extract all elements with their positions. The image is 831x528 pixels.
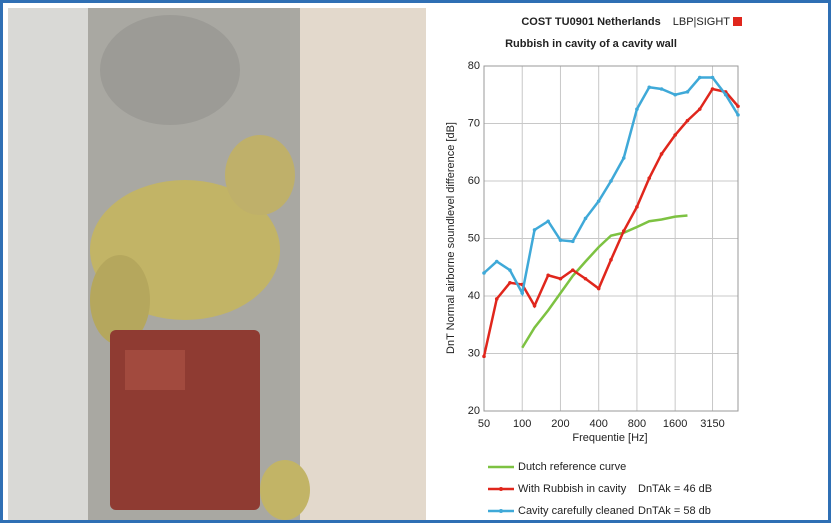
data-point [532, 228, 537, 232]
data-point [710, 87, 715, 91]
data-point [558, 276, 563, 281]
data-point [546, 219, 550, 224]
data-point [723, 92, 728, 97]
data-point [558, 238, 563, 243]
plot-border [483, 65, 739, 412]
y-tick-label: 80 [468, 60, 480, 72]
data-point [570, 268, 575, 272]
series-line [521, 214, 688, 349]
y-axis-label: DnT Normal airborne soundlevel differenc… [445, 122, 457, 354]
y-tick-label: 70 [468, 117, 480, 129]
data-point [482, 271, 486, 275]
data-point [736, 104, 740, 109]
legend-label: With Rubbish in cavity [518, 483, 627, 495]
data-point [621, 229, 626, 233]
data-point [736, 113, 740, 117]
y-tick-label: 50 [468, 232, 480, 244]
data-point [635, 205, 639, 209]
data-point [532, 303, 537, 308]
x-axis-label: Frequentie [Hz] [572, 432, 647, 444]
x-tick-label: 3150 [700, 418, 724, 430]
data-point [508, 268, 512, 272]
chart-subtitle: Rubbish in cavity of a cavity wall [505, 38, 677, 50]
data-point [647, 176, 652, 180]
data-point [570, 239, 575, 244]
y-tick-label: 30 [468, 347, 480, 359]
data-point [494, 297, 499, 301]
x-tick-label: 100 [513, 418, 531, 430]
data-point [673, 92, 677, 97]
data-point [685, 118, 690, 123]
data-point [659, 152, 664, 156]
y-tick-label: 20 [468, 405, 480, 417]
data-point [673, 133, 677, 137]
data-point [596, 286, 601, 291]
y-tick-label: 40 [468, 290, 480, 302]
x-tick-label: 1600 [663, 418, 687, 430]
logo-icon [733, 17, 742, 26]
x-tick-label: 400 [590, 418, 608, 430]
data-point [621, 156, 626, 160]
data-point [494, 259, 499, 264]
chart-title: COST TU0901 Netherlands [521, 16, 660, 28]
data-point [546, 273, 550, 278]
data-point [596, 199, 601, 203]
data-point [583, 216, 588, 221]
y-tick-label: 60 [468, 175, 480, 187]
data-point [685, 90, 690, 94]
photo [8, 8, 426, 520]
legend-label: Dutch reference curve [518, 461, 626, 473]
legend-label: Cavity carefully cleaned [518, 505, 634, 517]
data-point [609, 257, 613, 262]
data-point [659, 87, 664, 91]
x-tick-label: 200 [551, 418, 569, 430]
data-point [710, 75, 715, 80]
data-point [482, 354, 486, 359]
legend-marker [499, 509, 503, 513]
data-point [583, 276, 588, 281]
logo: LBP|SIGHT [673, 16, 731, 28]
annotation: DnTAk = 46 dB [638, 483, 712, 495]
data-point [508, 280, 512, 285]
data-point [647, 85, 652, 90]
data-point [609, 179, 613, 183]
x-tick-label: 50 [478, 418, 490, 430]
x-tick-label: 800 [628, 418, 646, 430]
data-point [520, 291, 525, 295]
data-point [697, 107, 702, 111]
data-point [635, 107, 639, 111]
legend-marker [499, 487, 503, 491]
annotation: DnTAk = 58 db [638, 505, 711, 517]
data-point [697, 75, 702, 80]
